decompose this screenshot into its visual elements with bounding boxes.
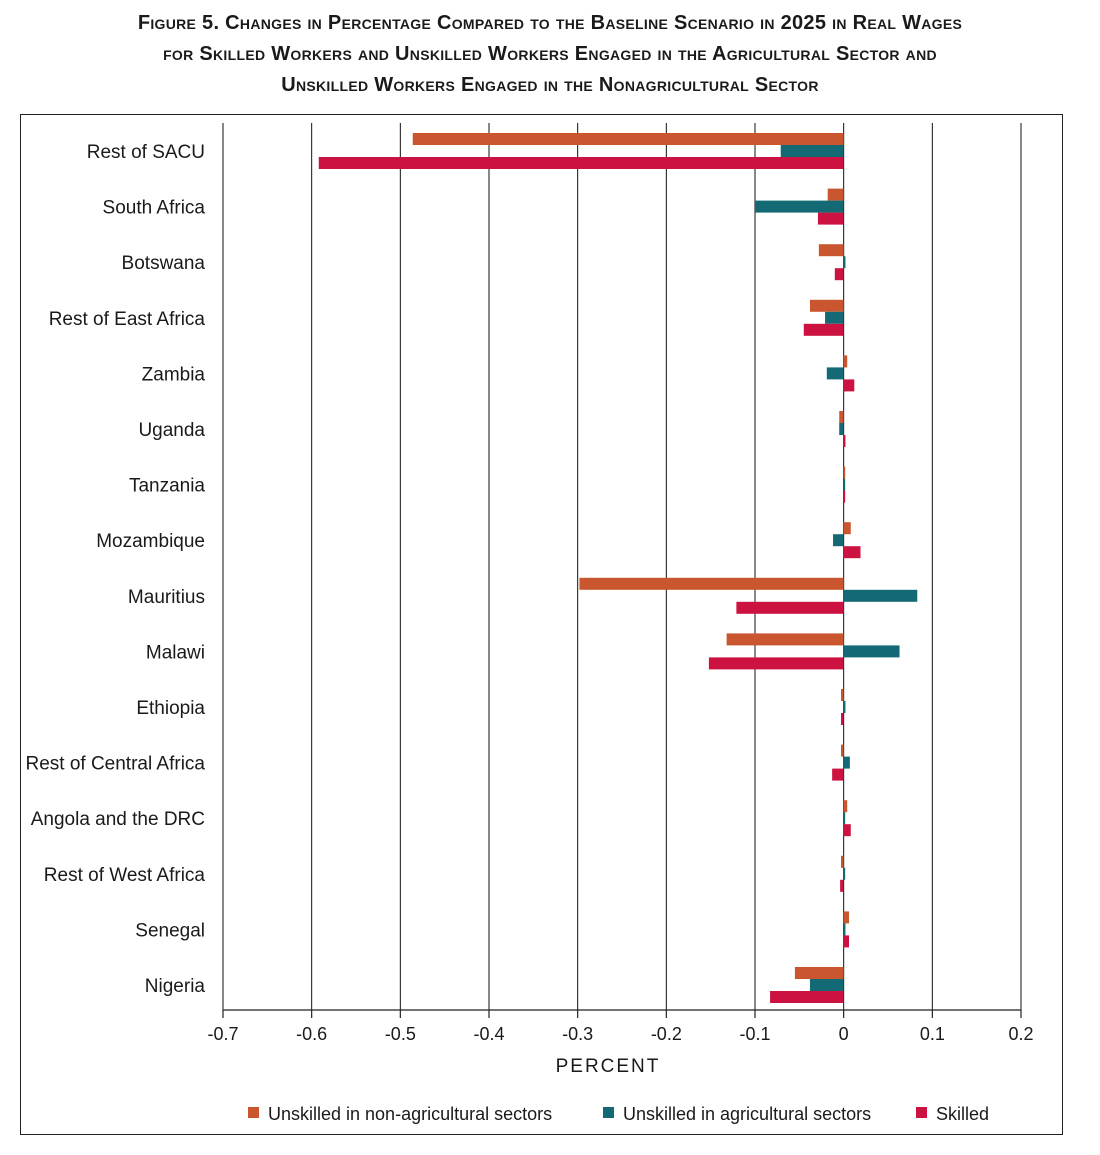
bar bbox=[318, 157, 844, 169]
category-label: Rest of SACU bbox=[87, 142, 205, 163]
bar bbox=[833, 534, 844, 547]
chart-frame bbox=[20, 114, 1063, 1135]
x-tick-label: 0 bbox=[839, 1024, 849, 1044]
bar bbox=[708, 657, 844, 670]
x-tick-label: 0.1 bbox=[920, 1024, 945, 1044]
x-tick-label: -0.6 bbox=[296, 1024, 327, 1044]
chart-title-line-1: Figure 5. Changes in Percentage Compared… bbox=[137, 12, 963, 34]
bar bbox=[843, 478, 846, 491]
bar bbox=[841, 689, 844, 701]
legend-swatch bbox=[248, 1107, 259, 1118]
category-labels: Rest of SACU South Africa Botswana Rest of … bbox=[25, 142, 205, 997]
bar bbox=[832, 768, 844, 781]
category-label: Rest of East Africa bbox=[49, 309, 206, 330]
legend-label: Skilled bbox=[936, 1104, 989, 1124]
chart-title: Figure 5. Changes in Percentage Compared… bbox=[20, 8, 1080, 101]
bar bbox=[843, 435, 846, 447]
bar bbox=[843, 812, 846, 825]
legend: Unskilled in non-agricultural sectors Uns… bbox=[248, 1104, 989, 1124]
x-tick-label: -0.3 bbox=[562, 1024, 593, 1044]
bar bbox=[839, 423, 844, 435]
bar bbox=[843, 546, 861, 559]
x-axis-label: PERCENT bbox=[556, 1056, 661, 1077]
bar bbox=[579, 577, 844, 590]
bar bbox=[834, 268, 844, 281]
chart-title-line-2: for Skilled Workers and Unskilled Worker… bbox=[163, 43, 937, 65]
bar bbox=[839, 411, 844, 423]
bar bbox=[843, 911, 849, 924]
bar bbox=[843, 935, 849, 948]
gridlines bbox=[222, 123, 1022, 1010]
category-label: Malawi bbox=[146, 642, 205, 663]
bar bbox=[843, 490, 846, 503]
x-tick-label: -0.2 bbox=[651, 1024, 682, 1044]
legend-label: Unskilled in agricultural sectors bbox=[623, 1104, 871, 1124]
bar bbox=[841, 744, 844, 757]
bar bbox=[827, 188, 844, 201]
legend-label: Unskilled in non-agricultural sectors bbox=[268, 1104, 552, 1124]
bar bbox=[736, 601, 844, 614]
category-label: Mozambique bbox=[96, 531, 205, 552]
x-tick-label: -0.4 bbox=[473, 1024, 504, 1044]
bar bbox=[770, 991, 844, 1003]
bar bbox=[840, 879, 844, 892]
category-label: South Africa bbox=[103, 198, 206, 219]
bar bbox=[843, 867, 846, 880]
bar bbox=[843, 466, 846, 479]
bar bbox=[726, 633, 844, 646]
x-tick-label: -0.1 bbox=[739, 1024, 770, 1044]
bar bbox=[843, 256, 846, 269]
category-label: Nigeria bbox=[145, 976, 206, 997]
bar bbox=[843, 701, 846, 713]
bar bbox=[843, 379, 855, 392]
x-tick-label: -0.5 bbox=[385, 1024, 416, 1044]
category-label: Zambia bbox=[142, 364, 206, 385]
bar bbox=[809, 979, 844, 991]
bar bbox=[826, 367, 844, 380]
x-ticks: -0.7 -0.6 -0.5 -0.4 -0.3 -0.2 -0.1 0 0.1 0.2 bbox=[207, 1010, 1034, 1044]
bars bbox=[318, 133, 918, 1003]
bar bbox=[841, 713, 844, 725]
bar bbox=[780, 145, 844, 157]
category-label: Angola and the DRC bbox=[31, 809, 205, 830]
chart-title-line-3: Unskilled Workers Engaged in the Nonagri… bbox=[281, 74, 819, 96]
category-label: Rest of West Africa bbox=[44, 865, 206, 886]
category-label: Botswana bbox=[122, 253, 206, 274]
bar bbox=[794, 967, 844, 979]
x-tick-label: -0.7 bbox=[207, 1024, 238, 1044]
bar bbox=[818, 244, 844, 257]
bar bbox=[843, 645, 900, 658]
bar bbox=[843, 355, 848, 368]
bar bbox=[803, 323, 844, 336]
category-label: Senegal bbox=[135, 920, 205, 941]
category-label: Ethiopia bbox=[136, 698, 205, 719]
legend-swatch bbox=[916, 1107, 927, 1118]
legend-swatch bbox=[603, 1107, 614, 1118]
bar bbox=[843, 824, 851, 837]
bar bbox=[843, 800, 848, 813]
bar bbox=[843, 589, 918, 602]
category-label: Uganda bbox=[138, 420, 205, 441]
bar bbox=[843, 522, 851, 535]
bar bbox=[412, 133, 844, 145]
bar bbox=[809, 299, 844, 312]
category-label: Tanzania bbox=[129, 476, 205, 497]
bar bbox=[843, 756, 850, 769]
bar bbox=[843, 923, 846, 936]
category-label: Mauritius bbox=[128, 587, 205, 608]
x-tick-label: 0.2 bbox=[1008, 1024, 1033, 1044]
bar bbox=[817, 212, 844, 225]
bar bbox=[825, 311, 844, 324]
bar bbox=[841, 855, 844, 868]
bar bbox=[755, 200, 844, 213]
category-label: Rest of Central Africa bbox=[25, 754, 205, 775]
